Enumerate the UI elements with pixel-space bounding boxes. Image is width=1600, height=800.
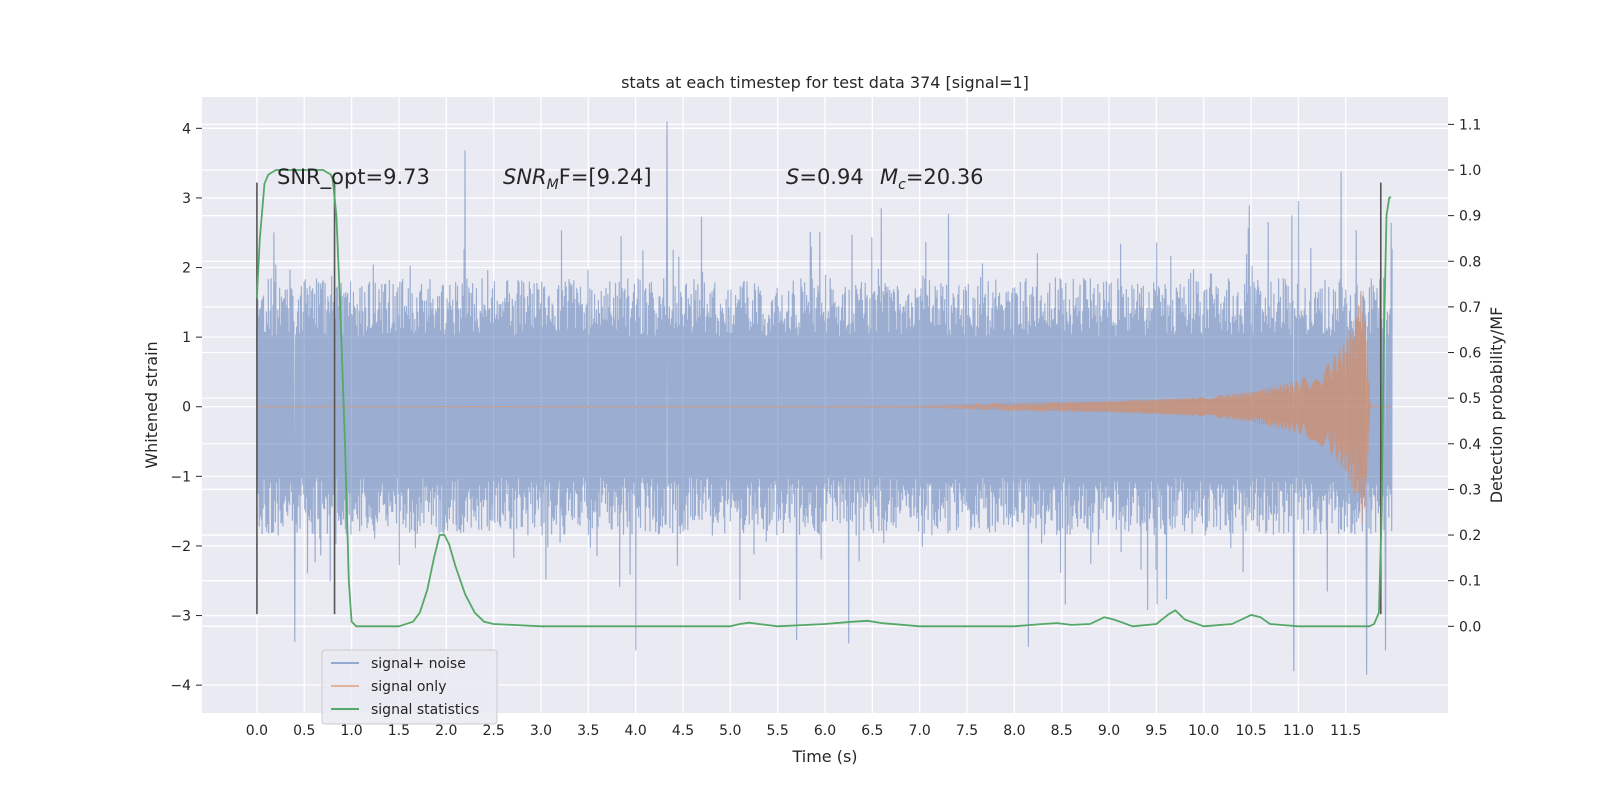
- y-right-tick-label: 1.0: [1459, 163, 1481, 179]
- x-tick-label: 9.5: [1145, 723, 1167, 739]
- annotation-s-rest: =0.94: [799, 165, 863, 189]
- annotation-snr-mf-subscript: M: [547, 177, 559, 193]
- y-left-tick-label: 1: [182, 330, 191, 346]
- x-tick-label: 9.0: [1098, 723, 1120, 739]
- series-signal-statistics-line: [256, 169, 1392, 628]
- y-left-tick-label: −1: [170, 469, 191, 485]
- y-left-tick-label: 0: [182, 400, 191, 416]
- x-tick-label: 11.5: [1330, 723, 1361, 739]
- y-left-tick-label: −4: [170, 678, 191, 694]
- annotation-mc: Mc=20.36: [880, 165, 984, 193]
- x-tick-label: 11.0: [1283, 723, 1314, 739]
- y-left-tick-label: −3: [170, 609, 191, 625]
- annotation-snr-mf-main: SNR: [503, 165, 547, 189]
- legend-box: [321, 649, 498, 725]
- axes: 0.0 0.5 1.0 1.5 2.0 2.5 3.0 3.5 4.0 4.5 5.0 5.5 6.0 6…: [170, 117, 1481, 739]
- series-signal-only-line: [256, 290, 1393, 525]
- y-axis-left-title: Whitened strain: [142, 341, 161, 468]
- x-tick-label: 8.0: [1003, 723, 1025, 739]
- x-tick-label: 10.0: [1188, 723, 1219, 739]
- y-right-tick-label: 0.5: [1459, 391, 1481, 407]
- annotation-s-main: S: [786, 165, 799, 189]
- x-tick-label: 0.5: [293, 723, 315, 739]
- legend-label-noise: signal+ noise: [371, 656, 466, 672]
- x-tick-label: 8.5: [1051, 723, 1073, 739]
- legend-label-signal: signal only: [371, 679, 446, 695]
- y-right-tick-label: 0.0: [1459, 619, 1481, 635]
- y-left-tick-label: 3: [182, 191, 191, 207]
- x-axis-title: Time (s): [791, 747, 857, 766]
- y-right-tick-label: 0.6: [1459, 346, 1481, 362]
- annotation-s: S=0.94: [786, 165, 864, 189]
- chart-title: stats at each timestep for test data 374…: [621, 73, 1029, 92]
- x-tick-label: 6.5: [861, 723, 883, 739]
- x-tick-label: 1.5: [388, 723, 410, 739]
- y-right-tick-label: 0.2: [1459, 528, 1481, 544]
- legend: signal+ noise signal only signal statist…: [321, 649, 498, 725]
- x-tick-label: 3.0: [530, 723, 552, 739]
- annotation-mc-subscript: c: [898, 177, 906, 193]
- y-right-tick-label: 0.7: [1459, 300, 1481, 316]
- series-layer: [256, 121, 1393, 675]
- legend-label-stats: signal statistics: [371, 702, 479, 718]
- x-tick-label: 4.5: [672, 723, 694, 739]
- y-right-tick-label: 0.4: [1459, 437, 1481, 453]
- x-tick-label: 0.0: [246, 723, 268, 739]
- x-tick-label: 6.0: [814, 723, 836, 739]
- annotation-snr-mf: SNRMF=[9.24]: [503, 165, 652, 193]
- x-tick-label: 2.0: [435, 723, 457, 739]
- x-tick-label: 5.5: [767, 723, 789, 739]
- y-right-tick-label: 0.1: [1459, 574, 1481, 590]
- y-left-tick-label: 4: [182, 121, 191, 137]
- x-tick-label: 4.0: [625, 723, 647, 739]
- x-tick-label: 3.5: [577, 723, 599, 739]
- x-tick-label: 10.5: [1235, 723, 1266, 739]
- y-left-tick-label: 2: [182, 261, 191, 277]
- y-right-tick-label: 0.9: [1459, 209, 1481, 225]
- x-tick-label: 5.0: [719, 723, 741, 739]
- annotation-snr-opt: SNR_opt=9.73: [277, 165, 430, 190]
- y-axis-right-title: Detection probability/MF: [1487, 307, 1506, 504]
- x-tick-label: 2.5: [482, 723, 504, 739]
- y-right-tick-label: 0.3: [1459, 482, 1481, 498]
- series-signal-noise-line: [256, 121, 1393, 675]
- x-tick-label: 1.0: [340, 723, 362, 739]
- x-tick-label: 7.5: [956, 723, 978, 739]
- annotation-mc-rest: =20.36: [906, 165, 984, 189]
- y-right-tick-label: 1.1: [1459, 117, 1481, 133]
- annotation-snr-mf-rest: F=[9.24]: [559, 165, 652, 189]
- y-right-tick-label: 0.8: [1459, 254, 1481, 270]
- annotation-mc-main: M: [880, 165, 898, 189]
- y-left-tick-label: −2: [170, 539, 191, 555]
- x-tick-label: 7.0: [909, 723, 931, 739]
